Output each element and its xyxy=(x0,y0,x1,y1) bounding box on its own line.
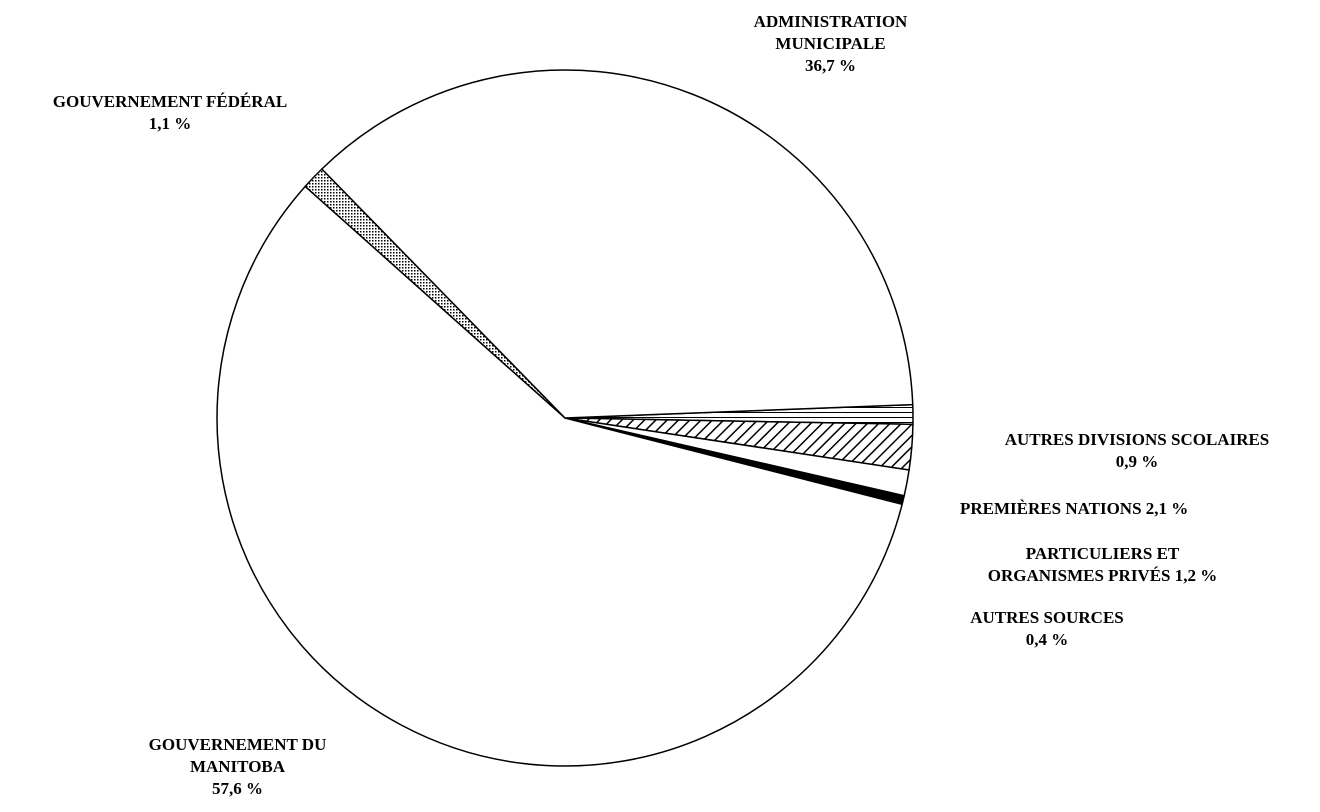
label-autres-sources: AUTRES SOURCES 0,4 % xyxy=(970,608,1124,649)
label-particuliers: PARTICULIERS ET ORGANISMES PRIVÉS 1,2 % xyxy=(987,544,1218,585)
pie-slice-gouv-manitoba xyxy=(216,185,903,767)
label-gouv-federal: GOUVERNEMENT FÉDÉRAL 1,1 % xyxy=(52,92,288,133)
label-admin-municipale: ADMINISTRATION MUNICIPALE 36,7 % xyxy=(753,12,908,75)
pie-slice-admin-municipale xyxy=(321,69,914,419)
label-premieres-nations: PREMIÈRES NATIONS 2,1 % xyxy=(960,499,1189,518)
label-gouv-manitoba: GOUVERNEMENT DU MANITOBA 57,6 % xyxy=(148,735,327,798)
label-autres-divisions: AUTRES DIVISIONS SCOLAIRES 0,9 % xyxy=(1004,430,1270,471)
